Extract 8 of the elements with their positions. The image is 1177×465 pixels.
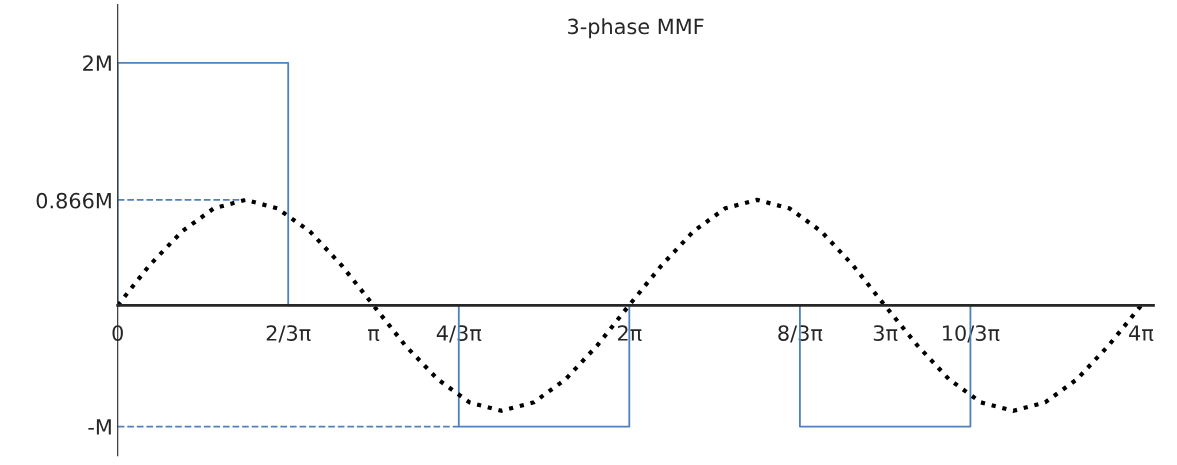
- x-tick-label: 2/3π: [266, 325, 311, 343]
- x-tick-label: 4π: [1129, 325, 1154, 342]
- text: 3-phase MMF: [568, 18, 704, 39]
- x-tick-label: 3π: [873, 325, 898, 342]
- x-tick-label: π: [368, 329, 380, 342]
- y-tick-label: 2M: [83, 55, 111, 71]
- y-tick-label: -M: [88, 419, 111, 435]
- y-tick-label: 0.866M: [36, 192, 111, 209]
